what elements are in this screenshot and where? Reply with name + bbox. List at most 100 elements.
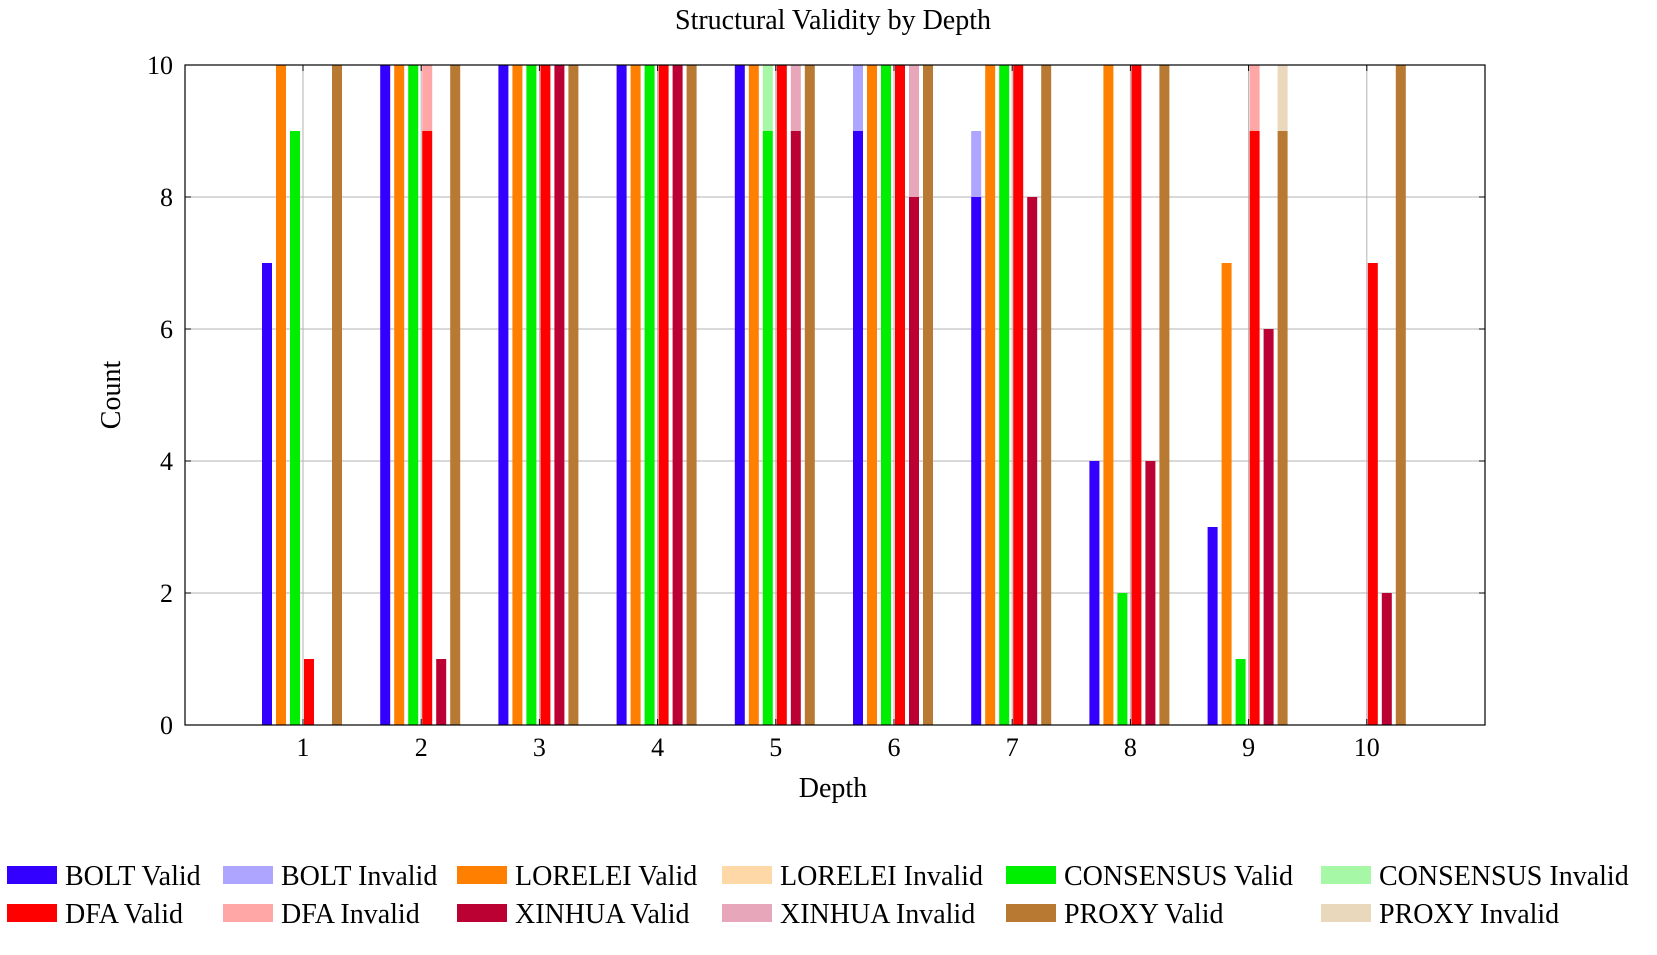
bar-consensus-valid-depth-4 [644,65,655,725]
y-tick-label: 0 [160,711,173,740]
legend-swatch-dfa-invalid [223,904,273,922]
bar-lorelei-valid-depth-6 [867,65,877,725]
legend-label-dfa-invalid: DFA Invalid [281,899,420,930]
bar-proxy-valid-depth-9 [1277,131,1288,725]
legend-item-lorelei-valid: LORELEI Valid [457,861,697,892]
legend-swatch-proxy-valid [1006,904,1056,922]
bar-xinhua-invalid-depth-6 [909,65,919,197]
y-tick-label: 8 [160,183,173,212]
y-tick-label: 6 [160,315,173,344]
bar-dfa-valid-depth-9 [1249,131,1260,725]
bar-xinhua-invalid-depth-5 [790,65,801,131]
bar-dfa-valid-depth-6 [895,65,905,725]
bar-proxy-valid-depth-3 [568,65,579,725]
legend-label-consensus-invalid: CONSENSUS Invalid [1379,861,1629,892]
bar-xinhua-valid-depth-2 [436,659,447,725]
legend-swatch-xinhua-valid [457,904,507,922]
bar-lorelei-valid-depth-9 [1221,263,1232,725]
bar-dfa-valid-depth-5 [776,65,787,725]
legend-swatch-lorelei-invalid [722,866,772,884]
legend-item-proxy-valid: PROXY Valid [1006,899,1223,930]
y-tick-label: 4 [160,447,173,476]
bar-bolt-valid-depth-2 [380,65,391,725]
bar-lorelei-valid-depth-8 [1103,65,1114,725]
legend-swatch-consensus-valid [1006,866,1056,884]
bar-xinhua-valid-depth-4 [672,65,683,725]
bar-consensus-invalid-depth-5 [762,65,773,131]
x-tick-label: 6 [888,733,901,762]
grid-layer [185,65,1485,725]
bar-bolt-invalid-depth-6 [853,65,863,131]
y-tick-label: 2 [160,579,173,608]
bar-dfa-valid-depth-1 [304,659,314,725]
bar-dfa-invalid-depth-9 [1249,65,1260,131]
bar-xinhua-valid-depth-7 [1027,197,1038,725]
legend-swatch-xinhua-invalid [722,904,772,922]
legend-label-proxy-invalid: PROXY Invalid [1379,899,1559,930]
legend: BOLT Valid BOLT Invalid LORELEI Valid LOREL… [7,861,1629,930]
legend-item-xinhua-valid: XINHUA Valid [457,899,689,930]
bar-lorelei-valid-depth-3 [512,65,523,725]
bar-bolt-valid-depth-3 [498,65,509,725]
x-tick-label: 9 [1242,733,1255,762]
bar-consensus-valid-depth-1 [290,131,300,725]
bar-consensus-valid-depth-9 [1235,659,1246,725]
legend-item-bolt-valid: BOLT Valid [7,861,201,892]
legend-swatch-bolt-valid [7,866,57,884]
bar-xinhua-valid-depth-8 [1145,461,1156,725]
bar-proxy-valid-depth-8 [1159,65,1170,725]
bar-consensus-valid-depth-5 [762,131,773,725]
bar-proxy-valid-depth-2 [450,65,461,725]
bar-dfa-invalid-depth-2 [422,65,433,131]
bar-dfa-valid-depth-8 [1131,65,1142,725]
bar-dfa-valid-depth-3 [540,65,551,725]
x-tick-label: 2 [415,733,428,762]
x-tick-label: 5 [769,733,782,762]
x-tick-label: 3 [533,733,546,762]
bar-bolt-valid-depth-6 [853,131,863,725]
bar-xinhua-valid-depth-10 [1381,593,1392,725]
legend-item-xinhua-invalid: XINHUA Invalid [722,899,975,930]
legend-item-bolt-invalid: BOLT Invalid [223,861,437,892]
bar-consensus-valid-depth-2 [408,65,419,725]
bar-bolt-valid-depth-7 [971,197,982,725]
x-tick-label: 4 [651,733,664,762]
bar-xinhua-valid-depth-6 [909,197,919,725]
legend-item-dfa-valid: DFA Valid [7,899,183,930]
bar-bolt-valid-depth-8 [1089,461,1100,725]
legend-swatch-dfa-valid [7,904,57,922]
legend-label-dfa-valid: DFA Valid [65,899,183,930]
legend-label-xinhua-valid: XINHUA Valid [515,899,689,930]
bar-proxy-valid-depth-6 [923,65,933,725]
bar-consensus-valid-depth-6 [881,65,891,725]
bar-lorelei-valid-depth-7 [985,65,996,725]
bar-xinhua-valid-depth-3 [554,65,565,725]
chart-title: Structural Validity by Depth [675,5,991,36]
bar-proxy-valid-depth-10 [1395,65,1406,725]
bar-consensus-valid-depth-8 [1117,593,1128,725]
bar-proxy-invalid-depth-9 [1277,65,1288,131]
y-axis-label: Count [96,361,127,430]
x-tick-label: 10 [1354,733,1380,762]
legend-label-xinhua-invalid: XINHUA Invalid [780,899,975,930]
bar-proxy-valid-depth-7 [1041,65,1052,725]
x-tick-label: 7 [1006,733,1019,762]
bar-dfa-valid-depth-10 [1367,263,1378,725]
legend-label-consensus-valid: CONSENSUS Valid [1064,861,1293,892]
legend-swatch-consensus-invalid [1321,866,1371,884]
bar-lorelei-valid-depth-1 [276,65,286,725]
legend-label-lorelei-valid: LORELEI Valid [515,861,697,892]
legend-swatch-bolt-invalid [223,866,273,884]
bar-consensus-valid-depth-3 [526,65,537,725]
bar-bolt-valid-depth-1 [262,263,272,725]
bar-dfa-valid-depth-4 [658,65,669,725]
x-tick-label: 1 [297,733,310,762]
y-tick-label: 10 [147,51,173,80]
legend-swatch-proxy-invalid [1321,904,1371,922]
bar-bolt-invalid-depth-7 [971,131,982,197]
bar-bolt-valid-depth-5 [734,65,745,725]
legend-label-bolt-invalid: BOLT Invalid [281,861,437,892]
legend-label-proxy-valid: PROXY Valid [1064,899,1223,930]
bars-layer [262,65,1406,725]
